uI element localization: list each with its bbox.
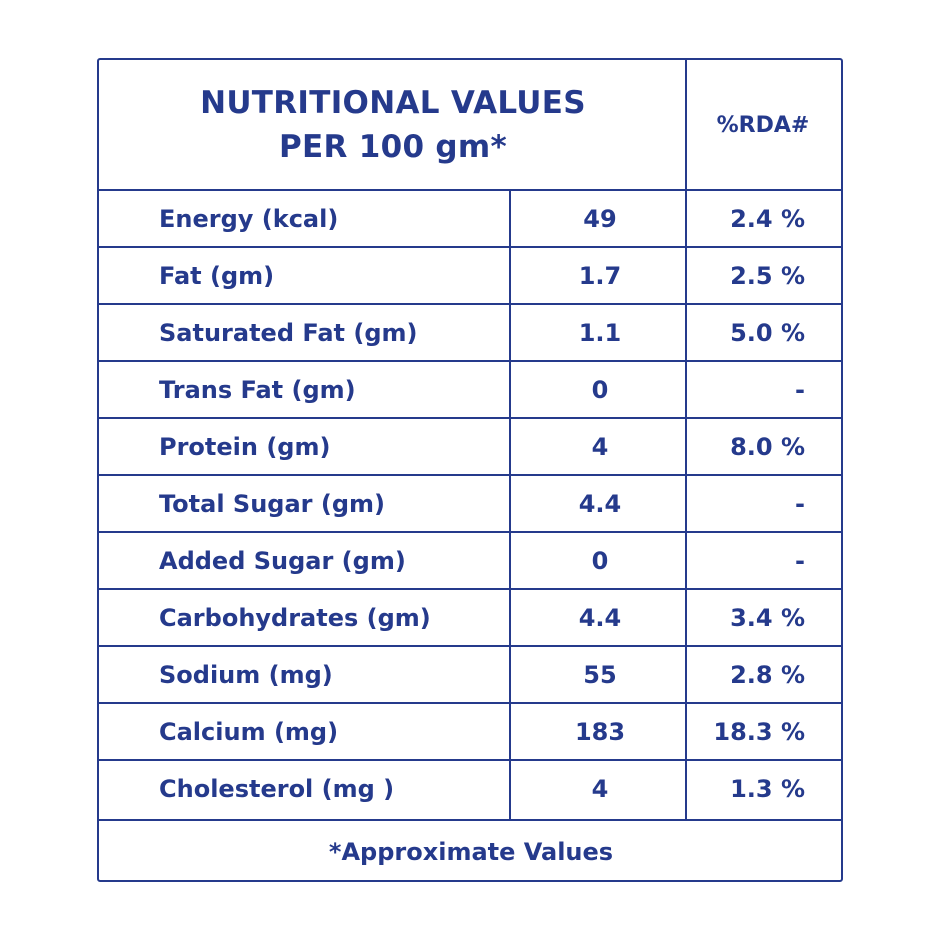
nutrient-value: 49 xyxy=(583,204,617,233)
nutrient-name: Energy (kcal) xyxy=(159,204,339,233)
row-divider xyxy=(99,360,843,362)
nutrient-rda: 2.4 % xyxy=(730,204,805,233)
nutrient-name: Protein (gm) xyxy=(159,432,331,461)
row-divider xyxy=(99,531,843,533)
row-divider xyxy=(99,819,843,821)
row-divider xyxy=(99,759,843,761)
table-row: Fat (gm) 1.7 2.5 % xyxy=(99,247,843,304)
table-title-line-1: NUTRITIONAL VALUES xyxy=(200,85,586,121)
table-row: Trans Fat (gm) 0 - xyxy=(99,361,843,418)
nutrient-value: 1.7 xyxy=(578,261,622,290)
table-title-line-2: PER 100 gm* xyxy=(278,129,508,165)
rda-column-divider xyxy=(685,60,687,821)
footnote: *Approximate Values xyxy=(328,837,614,866)
nutrient-value: 4 xyxy=(591,432,609,461)
nutrient-value: 183 xyxy=(574,717,626,746)
table-row: Protein (gm) 4 8.0 % xyxy=(99,418,843,475)
row-divider xyxy=(99,645,843,647)
nutrient-rda: 3.4 % xyxy=(730,603,805,632)
nutrient-name: Saturated Fat (gm) xyxy=(159,318,418,347)
nutrient-name: Calcium (mg) xyxy=(159,717,339,746)
nutrient-rda: - xyxy=(795,489,805,518)
row-divider xyxy=(99,474,843,476)
nutrient-value: 1.1 xyxy=(578,318,622,347)
nutrient-rda: 5.0 % xyxy=(730,318,805,347)
row-divider xyxy=(99,303,843,305)
nutrient-rda: - xyxy=(795,546,805,575)
row-divider xyxy=(99,702,843,704)
nutrient-name: Trans Fat (gm) xyxy=(159,375,356,404)
table-row: Saturated Fat (gm) 1.1 5.0 % xyxy=(99,304,843,361)
row-divider xyxy=(99,189,843,191)
row-divider xyxy=(99,588,843,590)
nutrient-rda: 8.0 % xyxy=(730,432,805,461)
nutrient-rda: 18.3 % xyxy=(713,717,805,746)
nutrient-name: Added Sugar (gm) xyxy=(159,546,406,575)
table-row: Added Sugar (gm) 0 - xyxy=(99,532,843,589)
nutrient-value: 0 xyxy=(591,375,609,404)
nutrient-rda: - xyxy=(795,375,805,404)
nutrient-rda: 1.3 % xyxy=(730,774,805,803)
nutrition-table: NUTRITIONAL VALUES PER 100 gm* %RDA# Ene… xyxy=(97,58,843,882)
nutrient-value: 0 xyxy=(591,546,609,575)
row-divider xyxy=(99,417,843,419)
table-row: Energy (kcal) 49 2.4 % xyxy=(99,190,843,247)
table-row: Calcium (mg) 183 18.3 % xyxy=(99,703,843,760)
nutrient-name: Cholesterol (mg ) xyxy=(159,774,395,803)
nutrient-value: 4 xyxy=(591,774,609,803)
nutrient-name: Total Sugar (gm) xyxy=(159,489,385,518)
row-divider xyxy=(99,246,843,248)
nutrient-value: 4.4 xyxy=(578,603,622,632)
table-row: Total Sugar (gm) 4.4 - xyxy=(99,475,843,532)
nutrient-name: Sodium (mg) xyxy=(159,660,333,689)
nutrient-name: Fat (gm) xyxy=(159,261,275,290)
rda-column-header: %RDA# xyxy=(716,112,810,138)
nutrient-value: 4.4 xyxy=(578,489,622,518)
table-row: Sodium (mg) 55 2.8 % xyxy=(99,646,843,703)
nutrient-rda: 2.5 % xyxy=(730,261,805,290)
table-row: Carbohydrates (gm) 4.4 3.4 % xyxy=(99,589,843,646)
table-title: NUTRITIONAL VALUES PER 100 gm* xyxy=(99,60,687,190)
nutrient-name: Carbohydrates (gm) xyxy=(159,603,431,632)
nutrient-value: 55 xyxy=(583,660,617,689)
table-row: Cholesterol (mg ) 4 1.3 % xyxy=(99,760,843,817)
nutrient-rda: 2.8 % xyxy=(730,660,805,689)
value-column-divider xyxy=(509,190,511,821)
